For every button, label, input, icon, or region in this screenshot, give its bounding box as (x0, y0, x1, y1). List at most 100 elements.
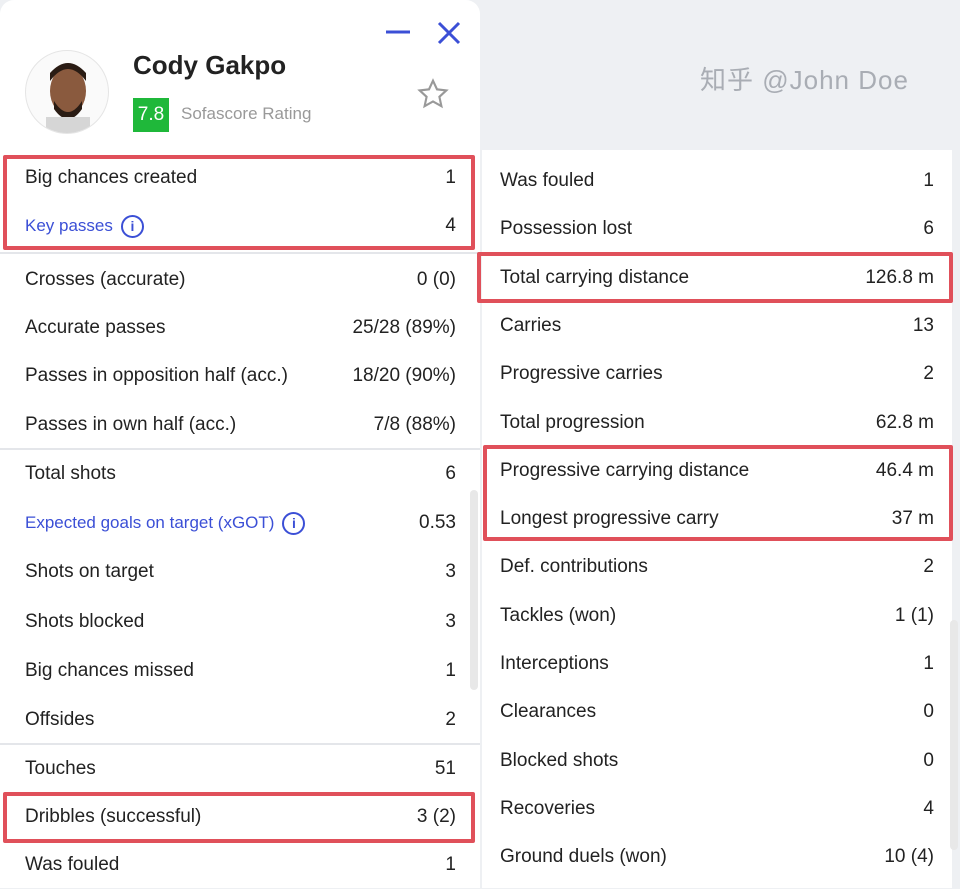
stat-value: 3 (445, 561, 456, 583)
stat-row: Touches 51 (0, 745, 480, 793)
stat-label: Progressive carries (500, 363, 663, 385)
stat-label-text: Passes in own half (acc.) (25, 413, 237, 435)
stat-row: Accurate passes 25/28 (89%) (0, 304, 480, 352)
stat-row: Total progression 62.8 m (482, 399, 952, 447)
stat-row: Passes in opposition half (acc.) 18/20 (9… (0, 352, 480, 400)
stat-label: Shots blocked (25, 611, 144, 633)
stat-label: Was fouled (25, 854, 119, 876)
stat-row: Recoveries 4 (482, 785, 952, 833)
stat-label: Was fouled (500, 170, 594, 192)
stat-label-text: Expected goals on target (xGOT) (25, 513, 275, 533)
stat-label-text: Longest progressive carry (500, 508, 719, 530)
stat-label: Passes in own half (acc.) (25, 414, 236, 436)
stat-value: 4 (445, 215, 456, 237)
stat-label: Passes in opposition half (acc.) (25, 365, 288, 387)
stat-label-text: Big chances missed (25, 659, 194, 681)
stat-label-text: Blocked shots (500, 749, 619, 771)
stat-label: Interceptions (500, 653, 609, 675)
stat-value: 1 (445, 854, 456, 876)
stat-label: Clearances (500, 701, 596, 723)
stat-row: Crosses (accurate) 0 (0) (0, 256, 480, 304)
stat-label: Carries (500, 315, 561, 337)
stat-label: Possession lost (500, 218, 632, 240)
stat-label-text: Clearances (500, 701, 597, 723)
stat-value: 18/20 (90%) (352, 365, 456, 387)
stat-row: Total shots 6 (0, 450, 480, 498)
stat-value: 13 (912, 314, 934, 336)
stat-label-text: Carries (500, 314, 562, 336)
stat-label-text: Def. contributions (500, 556, 648, 578)
close-icon[interactable] (436, 20, 462, 46)
stat-row: Possession lost 6 (482, 205, 952, 253)
stat-label: Big chances missed (25, 660, 194, 682)
stat-label-text: Passes in opposition half (acc.) (25, 365, 288, 387)
stat-label: Tackles (won) (500, 605, 616, 627)
stat-value: 2 (923, 556, 934, 578)
stat-row: Key passes i 4 (0, 202, 480, 250)
stat-label: Crosses (accurate) (25, 269, 186, 291)
stat-value: 3 (445, 610, 456, 632)
stat-label[interactable]: Expected goals on target (xGOT) i (25, 511, 306, 535)
rating-label: Sofascore Rating (181, 104, 312, 123)
minimize-icon[interactable] (384, 22, 412, 42)
stat-label-text: Offsides (25, 709, 95, 730)
stat-value: 2 (923, 363, 934, 385)
stat-value: 1 (445, 659, 456, 681)
stat-label: Total carrying distance (500, 267, 689, 289)
stat-label-text: Progressive carrying distance (500, 459, 750, 481)
stat-label[interactable]: Key passes i (25, 214, 144, 238)
stat-value: 7/8 (88%) (373, 413, 456, 435)
stat-label-text: Touches (25, 758, 96, 779)
stat-label-text: Total shots (25, 463, 116, 484)
stat-row: Was fouled 1 (482, 157, 952, 205)
avatar (25, 50, 109, 134)
stat-value: 126.8 m (865, 266, 934, 288)
stat-value: 1 (923, 170, 934, 191)
player-stats-panel-right: Was fouled 1 Possession lost 6 Total carryin… (482, 150, 952, 888)
stat-label-text: Progressive carries (500, 363, 663, 385)
info-icon[interactable]: i (282, 511, 306, 535)
stat-label-text: Shots on target (25, 561, 154, 583)
stat-row: Carries 13 (482, 302, 952, 350)
stat-value: 1 (445, 167, 456, 188)
stat-label-text: Tackles (won) (500, 604, 617, 626)
stat-label-text: Big chances created (25, 167, 198, 188)
stat-label-text: Accurate passes (25, 317, 166, 339)
star-icon[interactable] (417, 78, 449, 110)
stat-value: 62.8 m (875, 411, 934, 433)
stat-value: 1 (1) (894, 604, 934, 626)
stat-value: 37 m (891, 508, 934, 530)
stat-row: Def. contributions 2 (482, 543, 952, 591)
stat-label: Total progression (500, 412, 645, 434)
stat-label-text: Total progression (500, 411, 645, 433)
stat-value: 6 (923, 218, 934, 240)
stat-label-text: Total carrying distance (500, 266, 690, 288)
divider (0, 252, 480, 254)
stat-label: Accurate passes (25, 317, 165, 339)
stat-label-text: Recoveries (500, 797, 596, 819)
stat-label: Offsides (25, 709, 94, 731)
stat-row: Expected goals on target (xGOT) i 0.53 (0, 499, 480, 547)
stat-label-text: Crosses (accurate) (25, 269, 186, 290)
info-icon[interactable]: i (120, 214, 144, 238)
rating-badge: 7.8 (133, 98, 169, 132)
stat-label-text: Ground duels (won) (500, 846, 667, 868)
stat-value: 10 (4) (884, 846, 934, 868)
stat-row: Tackles (won) 1 (1) (482, 592, 952, 640)
stat-label: Def. contributions (500, 556, 648, 578)
stat-label: Ground duels (won) (500, 846, 667, 868)
stat-label-text: Shots blocked (25, 610, 145, 632)
stat-row: Big chances missed 1 (0, 647, 480, 695)
stat-value: 46.4 m (875, 459, 934, 481)
stat-row: Progressive carries 2 (482, 350, 952, 398)
scrollbar[interactable] (470, 490, 478, 690)
stat-label-text: Possession lost (500, 218, 633, 240)
stat-value: 25/28 (89%) (352, 317, 456, 339)
stat-row: Offsides 2 (0, 696, 480, 744)
scrollbar-right[interactable] (950, 620, 958, 850)
stat-label-text: Interceptions (500, 653, 609, 674)
stat-label-text: Was fouled (25, 854, 120, 876)
player-stats-panel-left: Cody Gakpo 7.8 Sofascore Rating Big chan… (0, 0, 480, 888)
stat-row: Blocked shots 0 (482, 737, 952, 785)
player-name: Cody Gakpo (133, 50, 287, 80)
